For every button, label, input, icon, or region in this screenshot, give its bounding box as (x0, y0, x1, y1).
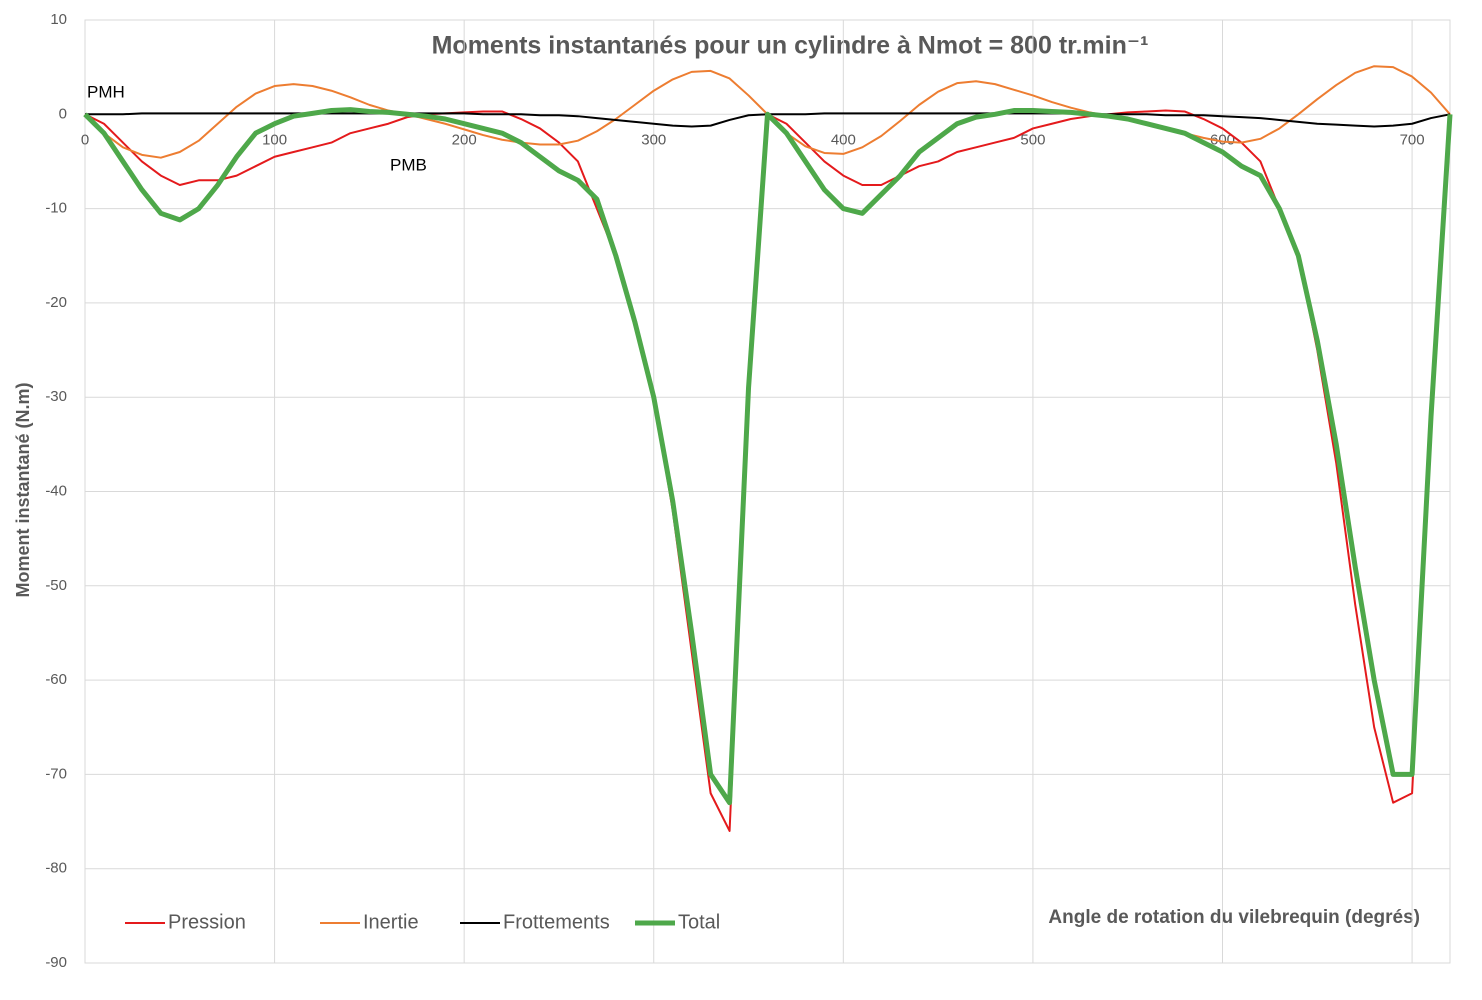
y-tick-label: -30 (45, 388, 67, 405)
y-axis-label: Moment instantané (N.m) (13, 382, 33, 597)
y-tick-label: 0 (59, 105, 67, 122)
legend-label: Inertie (363, 911, 419, 933)
chart-title: Moments instantanés pour un cylindre à N… (432, 32, 1149, 60)
annotation: PMB (390, 155, 427, 174)
y-tick-label: -60 (45, 671, 67, 688)
series-line (83, 107, 1453, 806)
y-tick-label: -80 (45, 860, 67, 877)
y-tick-label: 10 (50, 11, 67, 28)
y-tick-label: -10 (45, 200, 67, 217)
legend-label: Total (678, 911, 720, 933)
legend-label: Pression (168, 911, 246, 933)
x-tick-label: 200 (452, 131, 477, 148)
y-tick-label: -50 (45, 577, 67, 594)
x-tick-label: 400 (831, 131, 856, 148)
y-tick-label: -40 (45, 482, 67, 499)
x-tick-label: 300 (641, 131, 666, 148)
y-tick-label: -20 (45, 294, 67, 311)
x-tick-label: 700 (1400, 131, 1425, 148)
legend-label: Frottements (503, 911, 610, 933)
x-tick-label: 0 (81, 131, 89, 148)
plot-border (84, 19, 1451, 964)
x-axis-label: Angle de rotation du vilebrequin (degrés… (1048, 907, 1420, 928)
x-tick-label: 500 (1020, 131, 1045, 148)
y-tick-label: -90 (45, 954, 67, 971)
annotation: PMH (87, 82, 125, 101)
y-tick-label: -70 (45, 765, 67, 782)
x-tick-label: 100 (262, 131, 287, 148)
x-tick-label: 600 (1210, 131, 1235, 148)
